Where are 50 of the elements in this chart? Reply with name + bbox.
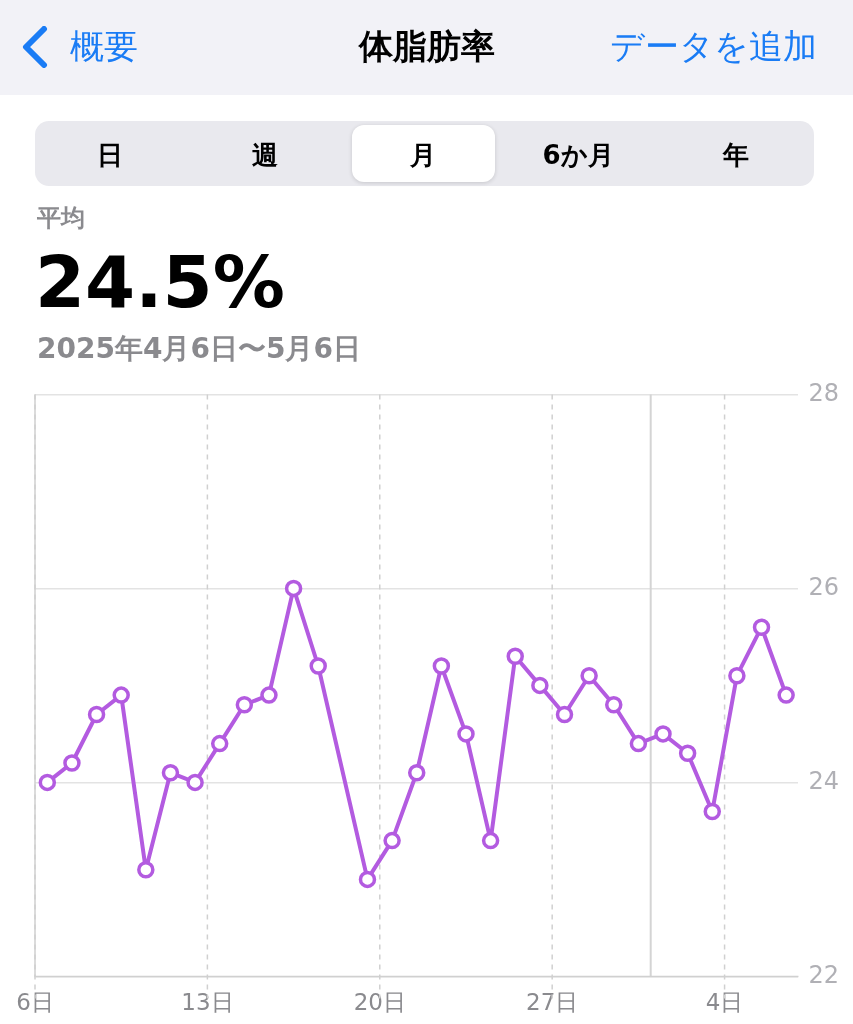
x-tick-label: 13日 bbox=[181, 989, 234, 1016]
point bbox=[555, 705, 574, 724]
point bbox=[506, 647, 524, 666]
point bbox=[752, 618, 771, 636]
point bbox=[186, 773, 204, 792]
point bbox=[358, 870, 377, 889]
point bbox=[407, 763, 426, 782]
text: 日 bbox=[96, 139, 124, 172]
point bbox=[654, 725, 672, 743]
y-tick-label: 22 bbox=[808, 960, 840, 989]
point bbox=[580, 666, 598, 685]
point bbox=[605, 696, 623, 714]
point bbox=[38, 773, 57, 792]
y-tick-label: 28 bbox=[808, 378, 840, 407]
y-tick-label: 24 bbox=[808, 766, 840, 795]
text: 平均 bbox=[37, 203, 85, 234]
point bbox=[777, 686, 795, 704]
x-tick-label: 27日 bbox=[526, 989, 579, 1016]
point bbox=[284, 579, 303, 598]
text: 6か月 bbox=[541, 139, 615, 172]
text: 年 bbox=[721, 139, 750, 172]
point bbox=[210, 734, 229, 753]
point bbox=[383, 831, 401, 850]
x-tick-label: 6日 bbox=[16, 989, 54, 1016]
point bbox=[260, 686, 278, 704]
point bbox=[309, 657, 327, 675]
chart-subtitle: 2025年4月6日〜5月6日 bbox=[37, 331, 361, 367]
text: 月 bbox=[409, 139, 437, 172]
point bbox=[629, 734, 648, 753]
point bbox=[703, 802, 722, 821]
point bbox=[531, 676, 549, 695]
x-tick-label: 4日 bbox=[705, 989, 744, 1016]
point bbox=[63, 754, 81, 772]
point bbox=[457, 725, 475, 743]
point bbox=[728, 666, 746, 685]
x-tick-label: 20日 bbox=[353, 989, 406, 1016]
point bbox=[432, 657, 451, 675]
point bbox=[481, 831, 500, 850]
point bbox=[112, 686, 130, 704]
text: 週 bbox=[251, 139, 279, 172]
point bbox=[161, 763, 180, 782]
text: 概要 bbox=[70, 25, 138, 68]
point bbox=[87, 705, 106, 724]
point bbox=[235, 696, 254, 714]
point bbox=[678, 744, 697, 763]
text: 24.5% bbox=[35, 240, 285, 324]
point bbox=[137, 860, 155, 879]
text: データを追加 bbox=[610, 25, 817, 68]
chart-title: 体脂肪率 bbox=[358, 26, 495, 66]
y-tick-label: 26 bbox=[808, 572, 840, 601]
